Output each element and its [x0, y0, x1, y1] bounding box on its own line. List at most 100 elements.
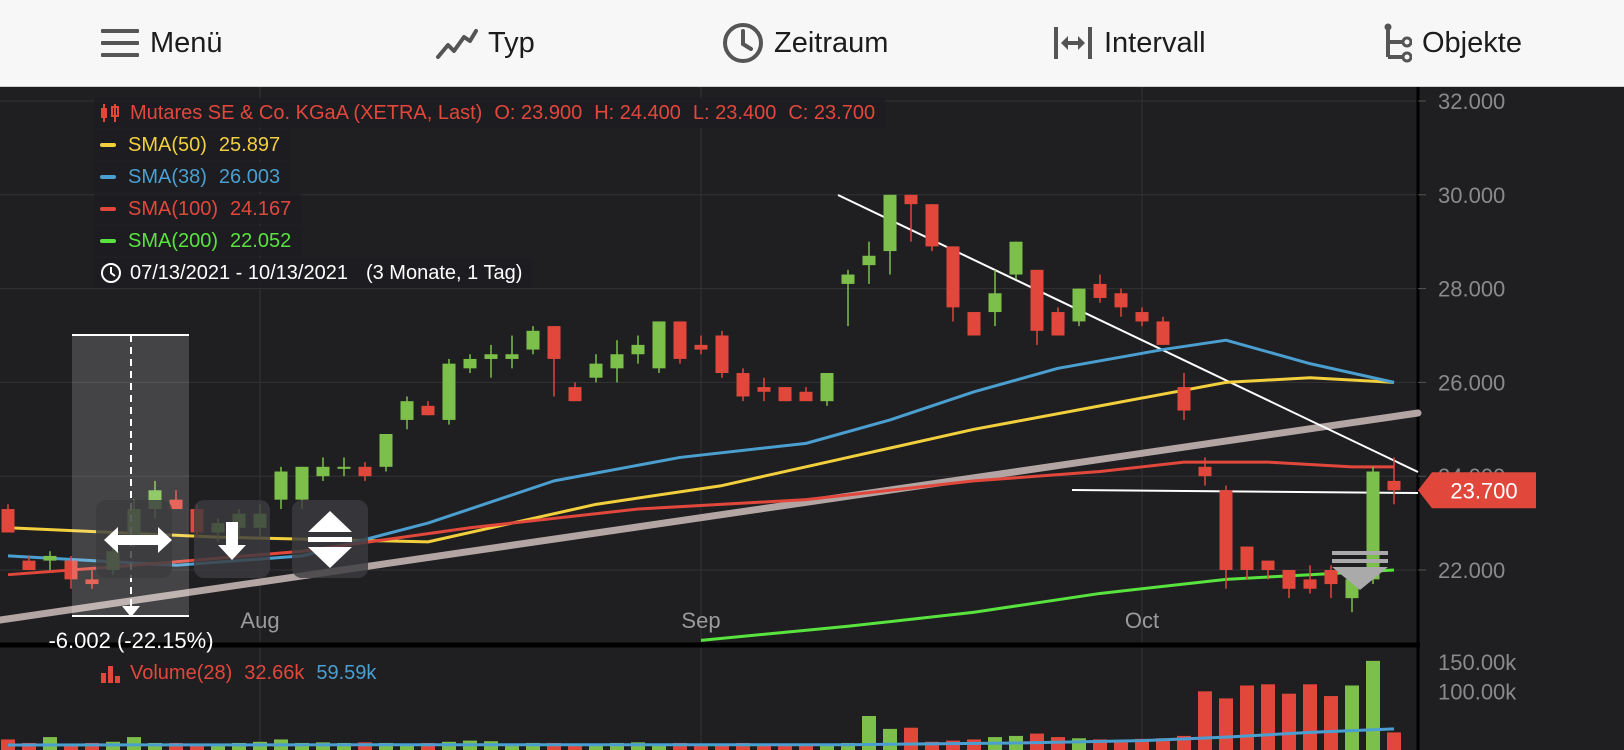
legend-sma200: SMA(200) 22.052	[94, 226, 302, 256]
x-tick-label: Oct	[1125, 608, 1159, 633]
ohlc-open: O: 23.900	[494, 102, 583, 124]
volume-bar	[946, 740, 960, 750]
volume-bar	[736, 742, 750, 750]
sma50-value: 25.897	[218, 134, 281, 156]
collapse-panel-button[interactable]	[1332, 551, 1388, 590]
ohlc-close: C: 23.700	[788, 102, 876, 124]
volume-bar	[379, 742, 393, 750]
candle	[505, 354, 519, 359]
candle	[274, 471, 288, 500]
candle	[1114, 293, 1128, 308]
volume-bar	[1387, 732, 1401, 750]
candle	[1030, 269, 1044, 331]
volume-bar	[148, 742, 162, 750]
x-tick-label: Sep	[681, 608, 720, 633]
candle	[64, 560, 78, 580]
volume-bar	[568, 744, 582, 750]
legend-sma38: SMA(38) 26.003	[94, 162, 291, 192]
volume-bar	[85, 742, 99, 750]
period-button[interactable]: Zeitraum	[722, 0, 888, 86]
ohlc-high: H: 24.400	[594, 102, 681, 124]
volume-bar	[1261, 684, 1275, 750]
candle	[589, 363, 603, 378]
expand-up-icon	[308, 511, 352, 532]
ohlc-low: L: 23.400	[692, 102, 777, 124]
sma38-label: SMA(38)	[128, 166, 207, 188]
candle	[946, 246, 960, 308]
candlestick-icon	[101, 104, 119, 122]
volume-bar	[694, 744, 708, 750]
volume-bar	[1366, 660, 1380, 750]
volume-bar	[610, 742, 624, 750]
objects-button[interactable]: Objekte	[1382, 0, 1522, 86]
volume-bar	[1135, 738, 1149, 750]
candle	[736, 373, 750, 397]
clock-icon	[101, 263, 121, 283]
interval-label: Intervall	[1104, 26, 1206, 59]
candle	[1198, 466, 1212, 477]
candle	[1324, 570, 1338, 585]
legend-instrument: Mutares SE & Co. KGaA (XETRA, Last) O: 2…	[94, 98, 886, 128]
candle	[673, 321, 687, 359]
hamburger-menu-icon	[101, 29, 139, 57]
candle	[1177, 387, 1191, 411]
volume-bar	[589, 743, 603, 750]
legend-volume: Volume(28) 32.66k 59.59k	[94, 658, 386, 688]
candle	[1, 509, 15, 533]
volume-bar	[862, 715, 876, 750]
candle	[526, 330, 540, 350]
candle	[337, 466, 351, 469]
legend-sma100: SMA(100) 24.167	[94, 194, 302, 224]
x-tick-label: Aug	[240, 608, 279, 633]
menu-button[interactable]: Menü	[100, 0, 223, 86]
candle	[652, 321, 666, 369]
y-tick-label: 30.000	[1438, 183, 1505, 208]
volume-bar	[1072, 738, 1086, 750]
collapse-bar-icon	[1332, 551, 1388, 555]
candle	[358, 466, 372, 477]
clock-icon	[723, 23, 763, 63]
interval-button[interactable]: Intervall	[1052, 0, 1206, 86]
candle	[841, 274, 855, 284]
y-tick-label: 22.000	[1438, 558, 1505, 583]
candle	[757, 387, 771, 392]
candle	[85, 579, 99, 585]
arrow-down-icon	[218, 522, 246, 560]
candle	[1093, 283, 1107, 298]
volume-tick-label: 150.00k	[1438, 650, 1517, 675]
candle	[1009, 241, 1023, 275]
candle	[694, 344, 708, 350]
candle	[1072, 288, 1086, 322]
volume-bar	[1156, 738, 1170, 750]
y-tick-label: 32.000	[1438, 89, 1505, 114]
tree-objects-icon	[1384, 23, 1412, 63]
volume-bar	[883, 728, 897, 750]
candle	[610, 354, 624, 369]
candle	[1387, 480, 1401, 491]
y-tick-label: 26.000	[1438, 370, 1505, 395]
volume-bar	[169, 742, 183, 750]
candle	[169, 499, 183, 510]
volume-bar	[673, 742, 687, 750]
candle	[547, 326, 561, 359]
volume-bar	[652, 743, 666, 750]
candle	[22, 560, 36, 570]
type-button[interactable]: Typ	[436, 0, 535, 86]
volume-bar	[1282, 693, 1296, 750]
range-info-text: (3 Monate, 1 Tag)	[365, 262, 523, 284]
volume-bar	[337, 742, 351, 750]
volume-bar	[778, 745, 792, 750]
legend-sma50: SMA(50) 25.897	[94, 130, 291, 160]
expand-middle-bar	[308, 537, 352, 542]
arrow-left-right-icon	[104, 527, 172, 553]
candle	[484, 354, 498, 359]
candle	[421, 405, 435, 416]
volume-bar	[547, 742, 561, 750]
candle	[820, 373, 834, 402]
volume-bar	[505, 744, 519, 750]
type-label: Typ	[488, 26, 535, 59]
volume-value: 32.66k	[244, 662, 305, 684]
candle	[295, 466, 309, 500]
sma-line-sma100	[7, 460, 1394, 577]
volume-bar	[1345, 685, 1359, 750]
